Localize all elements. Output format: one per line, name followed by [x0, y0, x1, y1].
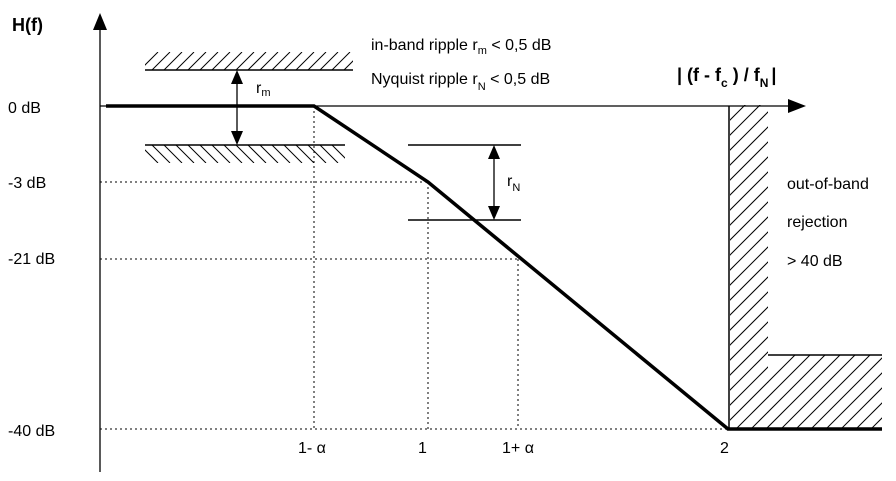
x-tick-2: 2	[720, 440, 729, 457]
filter-response-curve	[106, 104, 882, 431]
y-tick-minus40db: -40 dB	[8, 423, 55, 440]
y-tick-minus21db: -21 dB	[8, 251, 55, 268]
rejection-line-1: out-of-band	[787, 176, 869, 193]
x-tick-1: 1	[418, 440, 427, 457]
nyquist-ripple-spec: Nyquist ripple rN < 0,5 dB	[371, 71, 550, 93]
rejection-line-3: > 40 dB	[787, 253, 843, 270]
in-band-ripple-spec: in-band ripple rm < 0,5 dB	[371, 37, 551, 57]
lower-ripple-limit	[145, 144, 345, 163]
rn-label: rN	[507, 173, 520, 194]
x-axis-arrow	[788, 99, 806, 113]
rm-label: rm	[256, 80, 271, 99]
out-of-band-rejection-region	[728, 105, 882, 429]
rn-double-arrow	[488, 145, 500, 220]
x-tick-1-minus-alpha: 1- α	[298, 440, 326, 457]
y-axis-arrow	[93, 13, 107, 30]
x-axis-title: | (f - fc ) / fN |	[677, 65, 776, 90]
y-axis-title: H(f)	[12, 15, 43, 35]
y-tick-0db: 0 dB	[8, 100, 41, 117]
guide-lines	[100, 106, 728, 430]
x-tick-1-plus-alpha: 1+ α	[502, 440, 534, 457]
y-tick-minus3db: -3 dB	[8, 175, 46, 192]
upper-ripple-limit	[145, 52, 353, 71]
rejection-line-2: rejection	[787, 214, 847, 231]
